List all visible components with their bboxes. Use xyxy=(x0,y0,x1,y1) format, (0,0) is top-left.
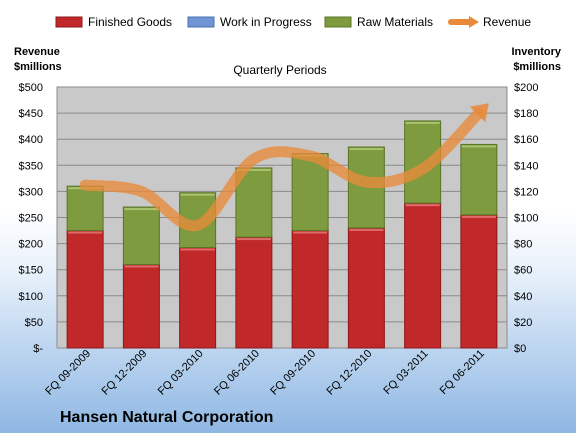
bar-highlight xyxy=(68,231,103,234)
chart-title: Quarterly Periods xyxy=(233,63,326,77)
bar-highlight xyxy=(405,121,440,124)
bar-segment xyxy=(122,206,160,265)
left-tick-label: $400 xyxy=(19,134,43,146)
right-tick-label: $80 xyxy=(514,239,532,251)
plot-area: $- $0 $50 $20 $100 $40 $150 $60 $200 $80 $250 $100 $… xyxy=(19,82,539,398)
legend-swatch xyxy=(55,16,83,28)
bar-segment xyxy=(291,230,329,349)
bar-segment xyxy=(347,227,385,349)
x-tick-label: FQ 12-2009 xyxy=(100,348,150,398)
x-tick-label: FQ 06-2010 xyxy=(212,348,262,398)
bar-segment xyxy=(404,202,442,349)
bar-highlight xyxy=(236,238,271,241)
x-tick-label: FQ 12-2010 xyxy=(325,348,375,398)
right-axis-title-line1: Inventory xyxy=(511,46,561,58)
x-tick-label: FQ 03-2011 xyxy=(381,348,430,397)
bar-highlight xyxy=(461,215,496,218)
right-tick-label: $100 xyxy=(514,213,538,225)
legend-label: Finished Goods xyxy=(88,15,172,29)
bar-segment xyxy=(460,143,498,216)
bar-segment xyxy=(235,236,273,349)
right-tick-label: $0 xyxy=(514,343,526,355)
legend-swatch xyxy=(187,16,215,28)
legend-swatch xyxy=(324,16,352,28)
left-axis-title-line1: Revenue xyxy=(14,46,60,58)
right-tick-label: $20 xyxy=(514,317,532,329)
left-tick-label: $50 xyxy=(25,317,43,329)
bar-highlight xyxy=(236,168,271,171)
right-tick-label: $200 xyxy=(514,82,538,94)
bar-highlight xyxy=(124,265,159,268)
bar-highlight xyxy=(461,145,496,148)
revenue-arrowhead xyxy=(469,103,489,123)
left-tick-label: $300 xyxy=(19,186,43,198)
bar-segment xyxy=(460,214,498,349)
bar-segment xyxy=(66,185,104,232)
bar-highlight xyxy=(405,204,440,207)
right-tick-label: $40 xyxy=(514,291,532,303)
bar-segment xyxy=(66,230,104,349)
x-tick-label: FQ 03-2010 xyxy=(156,348,206,398)
left-tick-label: $150 xyxy=(19,265,43,277)
legend-label: Revenue xyxy=(483,15,531,29)
right-tick-label: $180 xyxy=(514,108,538,120)
bar-highlight xyxy=(180,193,215,196)
x-tick-label: FQ 09-2009 xyxy=(43,348,93,398)
bar-segment xyxy=(122,263,160,349)
left-tick-label: $- xyxy=(33,343,43,355)
right-tick-label: $120 xyxy=(514,186,538,198)
bar-highlight xyxy=(349,148,384,151)
company-name: Hansen Natural Corporation xyxy=(60,409,273,426)
bar-highlight xyxy=(180,248,215,251)
legend: Finished Goods Work in Progress Raw Materi… xyxy=(55,15,531,29)
bar-highlight xyxy=(349,228,384,231)
left-axis-title-line2: $millions xyxy=(14,61,62,73)
bar-highlight xyxy=(293,231,328,234)
bar-highlight xyxy=(124,208,159,211)
right-axis-title-line2: $millions xyxy=(513,61,561,73)
x-tick-label: FQ 09-2010 xyxy=(268,348,318,398)
left-tick-label: $500 xyxy=(19,82,43,94)
revenue-line xyxy=(79,107,485,232)
left-tick-label: $450 xyxy=(19,108,43,120)
bar-segment xyxy=(179,247,217,349)
right-tick-label: $60 xyxy=(514,265,532,277)
left-tick-label: $200 xyxy=(19,239,43,251)
left-tick-label: $100 xyxy=(19,291,43,303)
legend-label: Work in Progress xyxy=(220,15,312,29)
legend-swatch-revenue-arrowhead xyxy=(469,16,479,28)
left-tick-label: $350 xyxy=(19,160,43,172)
bar-segment xyxy=(235,167,273,238)
left-tick-label: $250 xyxy=(19,213,43,225)
legend-label: Raw Materials xyxy=(357,15,433,29)
x-tick-label: FQ 06-2011 xyxy=(438,348,487,397)
right-tick-label: $160 xyxy=(514,134,538,146)
right-tick-label: $140 xyxy=(514,160,538,172)
